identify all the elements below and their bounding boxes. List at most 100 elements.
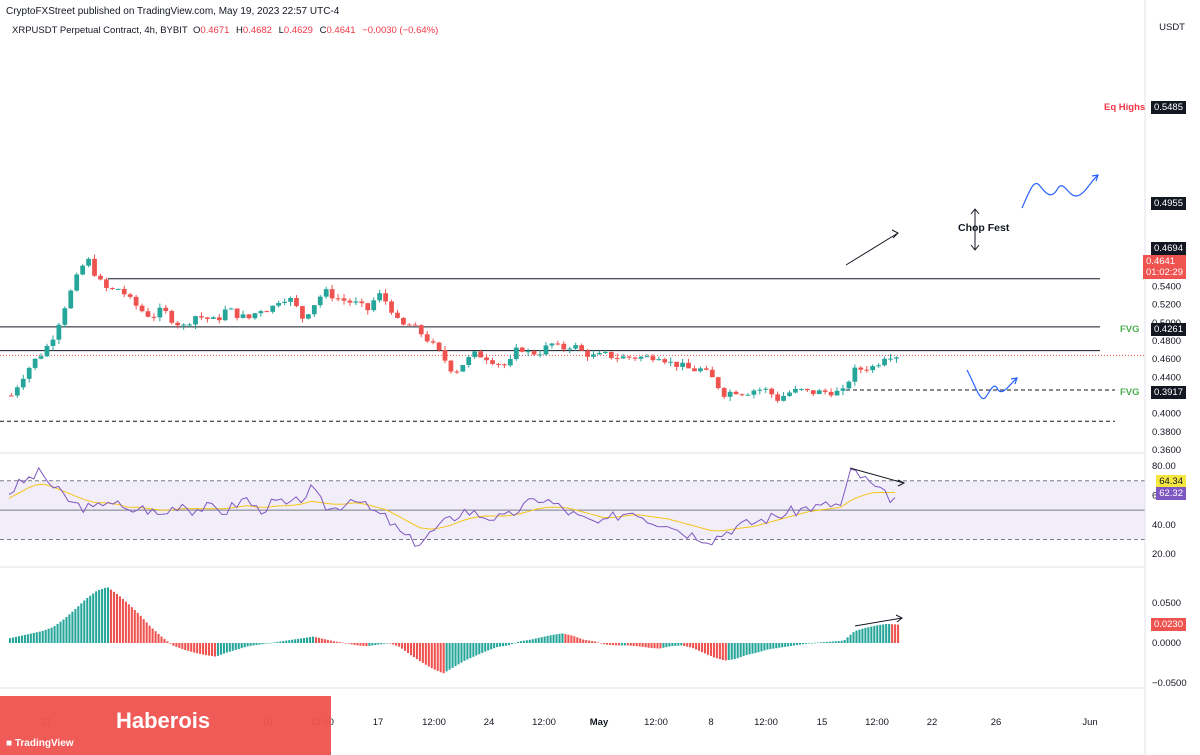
histogram-bar [380,643,383,645]
histogram-bar [365,643,368,647]
price-level-lines [0,278,1145,422]
symbol-name[interactable]: XRPUSDT Perpetual Contract, 4h, BYBIT [12,25,188,36]
candle-body [222,309,228,321]
histogram-bar [721,643,724,661]
histogram-bar [647,643,650,648]
histogram-bar [454,643,457,667]
histogram-bar [504,643,508,646]
histogram-bar [466,643,469,660]
arrow-head [1091,174,1099,182]
histogram-bar [573,636,576,643]
histogram-bar [727,643,730,661]
histogram-bar [793,643,796,646]
histogram-bar [415,643,418,660]
histogram-bar [813,642,816,644]
candle-body [430,341,436,343]
histogram-bar [519,641,522,643]
histogram-bar [32,632,35,643]
histogram-bar [323,639,326,643]
candle-body [175,322,181,326]
histogram-bar [882,624,885,643]
candle-body [169,311,175,323]
histogram-bar [499,643,502,647]
time-tick-label: 12:00 [532,717,556,728]
histogram-bar [264,643,267,644]
candle-body [656,359,662,361]
histogram-bar [219,643,222,655]
histogram-bar [115,593,118,643]
candle-body [650,356,656,361]
histogram-bar [181,643,184,650]
eq-highs-price-tag: 0.5485 [1150,101,1186,114]
open-label: O [192,25,201,36]
rsi-line [8,466,896,547]
candle-body [620,356,626,359]
candle-body [38,356,44,359]
histogram-bar [796,643,799,646]
histogram-bar [659,643,662,649]
histogram-bar [614,643,617,646]
histogram-bar [86,597,89,643]
candle-body [347,300,353,303]
histogram-bar [353,643,356,645]
histogram-bar [371,643,374,646]
histogram-bar [742,643,745,657]
histogram-bar [534,638,537,643]
histogram-bar [285,640,288,643]
histogram-bar [617,643,620,646]
histogram-bar [733,643,736,660]
histogram-bar [885,623,888,643]
histogram-bar [29,633,32,643]
histogram-bar [751,643,754,654]
candle-body [703,368,709,370]
histogram-bar [383,643,386,644]
histogram-bar [641,643,644,647]
time-tick-label: 24 [484,717,495,728]
histogram-bar [555,634,558,643]
tradingview-logo[interactable]: ■ TradingView [6,738,74,749]
histogram-bar [769,643,772,650]
histogram-bar [623,643,626,646]
candle-body [145,311,151,317]
histogram-bar [680,643,683,646]
histogram-bar [98,590,101,643]
candle-body [668,361,674,363]
histogram-bar [570,635,573,643]
candle-body [834,390,840,396]
histogram-bar [757,643,760,653]
histogram-bar [207,643,211,656]
histogram-bar [362,643,365,646]
candle-body [234,308,240,318]
histogram-bar [308,637,312,643]
candle-body [680,362,685,367]
histogram-bar [490,643,493,650]
price-tick-label: 0.4000 [1152,409,1181,420]
candle-body [603,351,608,353]
range-arrow-down-icon [970,244,980,251]
histogram-bar [718,643,721,660]
time-tick-label: Jun [1082,717,1097,728]
candle-body [181,324,187,326]
histogram-bar [739,643,742,658]
fvg-upper-price-tag: 0.4261 [1150,323,1186,336]
currency-label[interactable]: USDT [1159,22,1185,33]
histogram-bar [424,643,427,665]
histogram-bar [252,643,255,646]
histogram-bar [745,643,748,655]
price-tick-label: 0.5200 [1152,300,1181,311]
candle-body [525,351,531,353]
histogram-bar [436,643,439,671]
histogram-bar [11,637,15,643]
histogram-bar [665,643,668,648]
histogram-bar [89,595,92,643]
histogram-bar [730,643,733,660]
histogram-bar [205,643,208,656]
chop-fest-label: Chop Fest [958,222,1010,234]
ohlc-legend: XRPUSDT Perpetual Contract, 4h, BYBIT O0… [12,25,442,36]
histogram-bar [804,643,808,644]
candle-body [864,369,870,371]
histogram-bar [80,603,83,643]
histogram-bar [83,600,86,643]
arrow-head [891,229,899,239]
candlestick-series [9,254,899,403]
